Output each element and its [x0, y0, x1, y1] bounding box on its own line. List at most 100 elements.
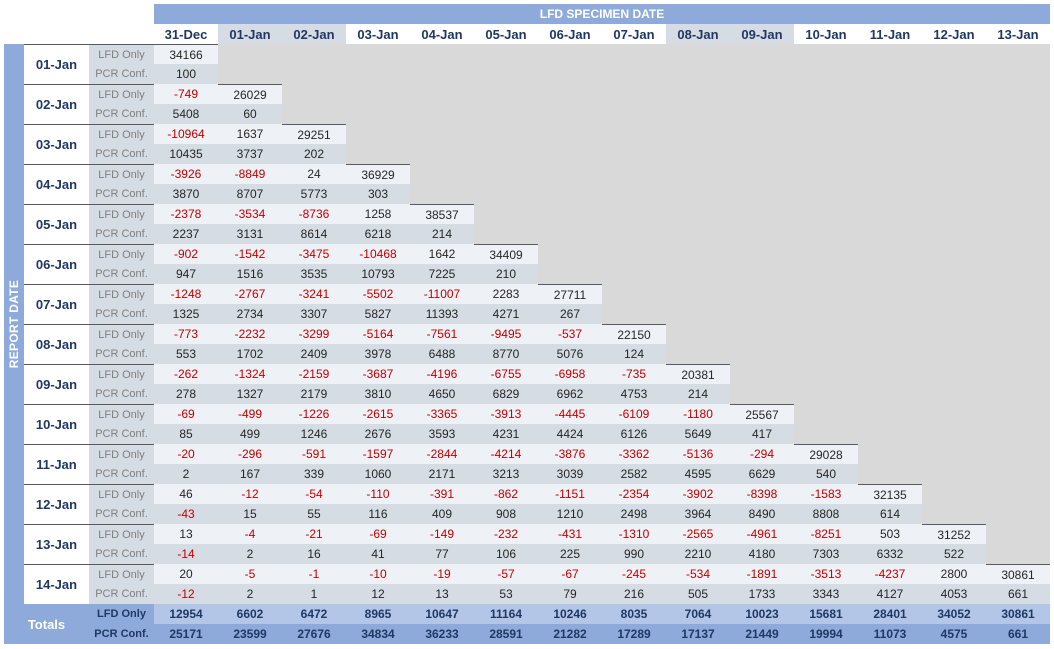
pcr-value-cell: 4424 — [538, 424, 602, 444]
lfd-value-cell: -5 — [218, 564, 282, 584]
totals-pcr-cell: 27676 — [282, 624, 346, 644]
empty-region — [346, 124, 1050, 164]
report-date-cell: 09-Jan — [24, 364, 89, 404]
pcr-value-cell: 1 — [282, 584, 346, 604]
empty-region — [730, 364, 1050, 404]
column-header: 03-Jan — [346, 24, 410, 44]
pcr-value-cell: 100 — [154, 64, 218, 84]
lfd-value-cell: -10468 — [346, 244, 410, 264]
pcr-value-cell: 339 — [282, 464, 346, 484]
row-type-lfd: LFD Only — [89, 444, 154, 464]
pcr-value-cell: 3535 — [282, 264, 346, 284]
totals-lfd-cell: 10647 — [410, 604, 474, 624]
pcr-value-cell: 15 — [218, 504, 282, 524]
pcr-value-cell: 908 — [474, 504, 538, 524]
row-type-lfd: LFD Only — [89, 524, 154, 544]
report-date-cell: 02-Jan — [24, 84, 89, 124]
totals-pcr-cell: 28591 — [474, 624, 538, 644]
pcr-value-cell: 116 — [346, 504, 410, 524]
report-date-cell: 14-Jan — [24, 564, 89, 604]
lfd-value-cell: 20381 — [666, 364, 730, 384]
lfd-value-cell: 1642 — [410, 244, 474, 264]
pcr-value-cell: 3870 — [154, 184, 218, 204]
column-header: 07-Jan — [602, 24, 666, 44]
totals-lfd-cell: 10246 — [538, 604, 602, 624]
pcr-value-cell: 2179 — [282, 384, 346, 404]
pcr-value-cell: 214 — [410, 224, 474, 244]
lfd-value-cell: -294 — [730, 444, 794, 464]
pcr-value-cell: 1210 — [538, 504, 602, 524]
lfd-value-cell: -296 — [218, 444, 282, 464]
pcr-value-cell: 553 — [154, 344, 218, 364]
lfd-value-cell: -4237 — [858, 564, 922, 584]
pcr-value-cell: 7303 — [794, 544, 858, 564]
lfd-value-cell: -21 — [282, 524, 346, 544]
lfd-value-cell: -773 — [154, 324, 218, 344]
lfd-value-cell: -1891 — [730, 564, 794, 584]
pcr-value-cell: 8614 — [282, 224, 346, 244]
lfd-value-cell: 38537 — [410, 204, 474, 224]
pcr-value-cell: -12 — [154, 584, 218, 604]
pcr-value-cell: 5408 — [154, 104, 218, 124]
totals-lfd-cell: 8035 — [602, 604, 666, 624]
lfd-value-cell: -2354 — [602, 484, 666, 504]
pcr-value-cell: 13 — [410, 584, 474, 604]
row-type-pcr: PCR Conf. — [89, 344, 154, 364]
column-header: 13-Jan — [986, 24, 1050, 44]
pcr-value-cell: 661 — [986, 584, 1050, 604]
pcr-value-cell: 947 — [154, 264, 218, 284]
lfd-value-cell: 34409 — [474, 244, 538, 264]
pcr-value-cell: 3737 — [218, 144, 282, 164]
lfd-value-cell: -4214 — [474, 444, 538, 464]
pcr-value-cell: 6332 — [858, 544, 922, 564]
row-type-pcr: PCR Conf. — [89, 264, 154, 284]
pcr-value-cell: 216 — [602, 584, 666, 604]
row-type-lfd: LFD Only — [89, 564, 154, 584]
row-type-pcr: PCR Conf. — [89, 504, 154, 524]
lfd-value-cell: -11007 — [410, 284, 474, 304]
pcr-value-cell: 8808 — [794, 504, 858, 524]
lfd-value-cell: -534 — [666, 564, 730, 584]
pcr-value-cell: 4231 — [474, 424, 538, 444]
lfd-value-cell: -1542 — [218, 244, 282, 264]
pcr-value-cell: 1325 — [154, 304, 218, 324]
lfd-value-cell: -5502 — [346, 284, 410, 304]
lfd-value-cell: 2800 — [922, 564, 986, 584]
lfd-value-cell: -2767 — [218, 284, 282, 304]
pcr-value-cell: 3039 — [538, 464, 602, 484]
empty-region — [282, 84, 1050, 124]
report-date-cell: 07-Jan — [24, 284, 89, 324]
row-type-pcr: PCR Conf. — [89, 584, 154, 604]
lfd-value-cell: 32135 — [858, 484, 922, 504]
row-type-pcr: PCR Conf. — [89, 184, 154, 204]
lfd-value-cell: -2159 — [282, 364, 346, 384]
pcr-value-cell: 267 — [538, 304, 602, 324]
pcr-value-cell: 303 — [346, 184, 410, 204]
lfd-value-cell: -4 — [218, 524, 282, 544]
row-type-lfd: LFD Only — [89, 484, 154, 504]
lfd-value-cell: -2232 — [218, 324, 282, 344]
totals-lfd-cell: 12954 — [154, 604, 218, 624]
lfd-value-cell: -3926 — [154, 164, 218, 184]
column-header: 09-Jan — [730, 24, 794, 44]
totals-pcr-cell: 661 — [986, 624, 1050, 644]
pcr-value-cell: 6829 — [474, 384, 538, 404]
pcr-value-cell: 614 — [858, 504, 922, 524]
lfd-value-cell: 30861 — [986, 564, 1050, 584]
report-date-cell: 06-Jan — [24, 244, 89, 284]
totals-pcr-cell: 34834 — [346, 624, 410, 644]
lfd-value-cell: -1151 — [538, 484, 602, 504]
pcr-value-cell: -43 — [154, 504, 218, 524]
lfd-value-cell: -149 — [410, 524, 474, 544]
report-date-cell: 12-Jan — [24, 484, 89, 524]
totals-lfd-cell: 7064 — [666, 604, 730, 624]
lfd-value-cell: -69 — [154, 404, 218, 424]
lfd-value-cell: -1310 — [602, 524, 666, 544]
pcr-value-cell: 2237 — [154, 224, 218, 244]
totals-pcr-cell: 17137 — [666, 624, 730, 644]
pcr-value-cell: 5649 — [666, 424, 730, 444]
lfd-value-cell: -1324 — [218, 364, 282, 384]
pcr-value-cell: 2498 — [602, 504, 666, 524]
pcr-value-cell: 409 — [410, 504, 474, 524]
